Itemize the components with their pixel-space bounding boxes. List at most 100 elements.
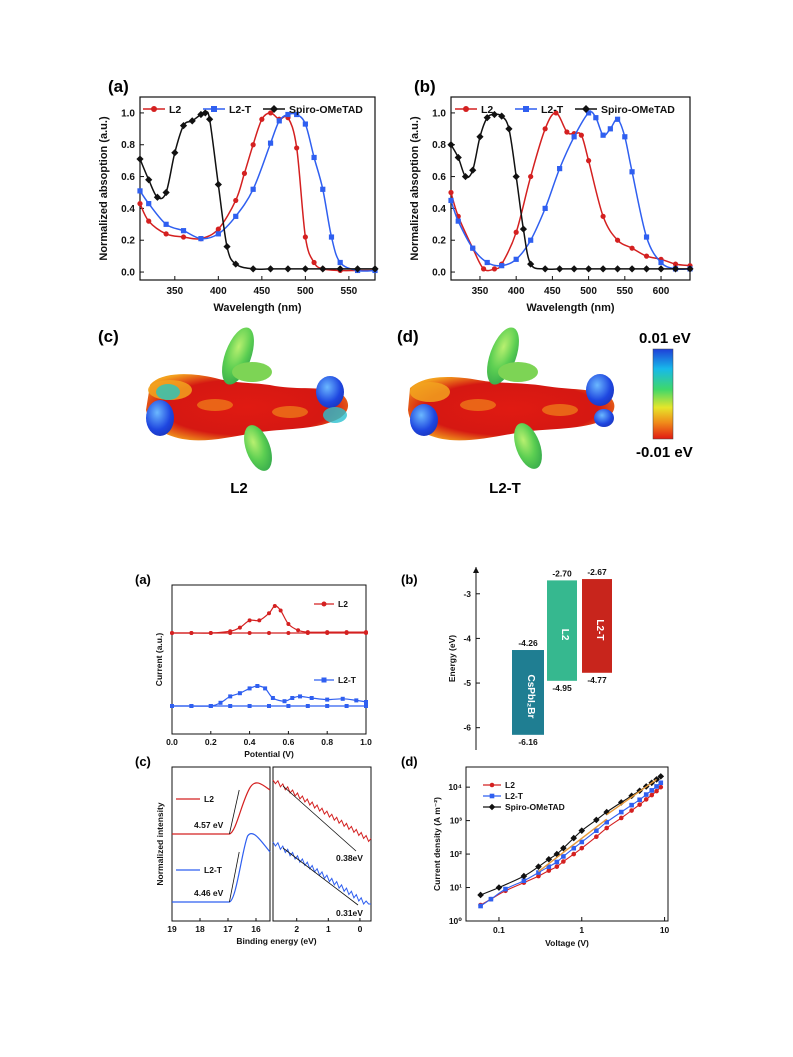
legend-marker	[321, 677, 327, 683]
data-point	[448, 189, 454, 196]
data-point	[302, 121, 308, 127]
y-tick-label: 0.8	[432, 140, 446, 151]
data-point	[476, 133, 484, 141]
energy-bar-label: L2-T	[594, 619, 605, 640]
legend-label: Spiro-OMeTAD	[505, 802, 565, 812]
y-tick-label: 1.0	[432, 108, 446, 119]
plot-frame	[171, 584, 367, 735]
x-tick-label: 2	[294, 924, 299, 934]
top-panel-a-label: (a)	[108, 77, 129, 96]
plot-frame	[450, 96, 691, 281]
data-point	[585, 265, 593, 273]
data-point	[643, 797, 649, 802]
esp-surface-l2t	[408, 327, 615, 469]
data-point	[233, 197, 239, 204]
legend-marker	[151, 106, 157, 112]
data-point	[488, 896, 494, 902]
data-point	[553, 110, 559, 116]
molecule-l2-label: L2	[230, 480, 248, 497]
data-point	[560, 844, 567, 852]
top-panel-d-label: (d)	[397, 327, 419, 346]
ups-chart: 19 18 17 16 2 1 0 Binding energy (eV) Normalized…	[155, 766, 372, 946]
data-point	[201, 109, 209, 117]
x-tick-label: 0.0	[166, 737, 178, 747]
data-point	[325, 697, 330, 702]
data-point	[180, 234, 187, 240]
y-tick-label: 0.0	[432, 268, 446, 279]
homo-value-label: -4.77	[587, 675, 607, 685]
data-point	[593, 115, 599, 121]
data-point	[206, 115, 214, 123]
data-point	[546, 868, 552, 873]
data-point	[503, 886, 508, 892]
y-tick-label: -5	[463, 678, 471, 688]
data-point	[344, 704, 349, 708]
x-tick-label: 0	[358, 924, 363, 934]
data-point	[301, 265, 309, 273]
data-point	[629, 245, 635, 251]
ups-l2-valence-fit	[282, 785, 357, 852]
data-point	[571, 845, 577, 851]
data-point	[247, 686, 252, 691]
y-tick-label: 0.4	[432, 204, 446, 215]
data-point	[237, 691, 242, 696]
x-axis-title: Potential (V)	[244, 749, 294, 759]
legend-marker	[211, 106, 217, 112]
data-point	[618, 815, 624, 821]
data-point	[337, 259, 343, 266]
data-point	[671, 265, 680, 273]
data-point	[208, 631, 213, 635]
data-point	[215, 226, 221, 232]
data-point	[267, 140, 274, 146]
data-point	[519, 225, 528, 233]
y-tick-label: 0.0	[121, 268, 135, 279]
data-point	[480, 266, 487, 272]
data-point	[528, 237, 534, 243]
data-point	[189, 704, 194, 708]
data-point	[536, 873, 541, 879]
lumo-value-label: -2.67	[587, 567, 607, 577]
legend-marker	[489, 793, 495, 799]
series-line-l2	[139, 112, 375, 272]
data-point	[228, 629, 233, 634]
data-point	[340, 696, 345, 701]
data-point	[257, 618, 262, 623]
data-point	[208, 704, 213, 708]
ups-l2t-cutoff-label: 4.46 eV	[194, 888, 224, 898]
x-tick-label: 0.1	[493, 925, 505, 935]
data-point	[614, 237, 621, 243]
data-point	[570, 834, 578, 842]
x-tick-label: 0.8	[321, 737, 333, 747]
ups-l2-cutoff-fit	[229, 789, 240, 835]
y-tick-label: 10³	[450, 816, 462, 826]
data-point	[593, 816, 600, 824]
data-point	[228, 694, 233, 699]
data-point	[137, 188, 143, 194]
data-point	[286, 622, 291, 626]
data-point	[586, 110, 592, 116]
data-point	[267, 611, 271, 616]
data-point	[649, 788, 655, 793]
legend-label: Spiro-OMeTAD	[289, 104, 363, 116]
data-point	[528, 173, 534, 180]
data-point	[286, 704, 291, 708]
data-point	[294, 111, 300, 118]
series-line-l2	[450, 112, 691, 272]
data-point	[188, 117, 196, 125]
series-line-spiro-ometad	[139, 111, 375, 271]
y-tick-label: 0.4	[121, 204, 135, 215]
ups-l2t-label: L2-T	[204, 865, 223, 875]
ups-left-frame	[171, 766, 271, 922]
x-tick-label: 19	[167, 924, 177, 934]
data-point	[604, 819, 609, 825]
ups-l2-label: L2	[204, 794, 214, 804]
lumo-value-label: -2.70	[552, 568, 572, 578]
data-point	[505, 125, 513, 133]
x-tick-label: 1	[326, 924, 331, 934]
y-tick-label: -4	[463, 633, 471, 643]
x-tick-label: 400	[210, 286, 227, 297]
y-tick-label: -3	[463, 589, 471, 599]
x-tick-label: 17	[223, 924, 233, 934]
data-point	[649, 792, 655, 798]
data-point	[546, 864, 552, 869]
